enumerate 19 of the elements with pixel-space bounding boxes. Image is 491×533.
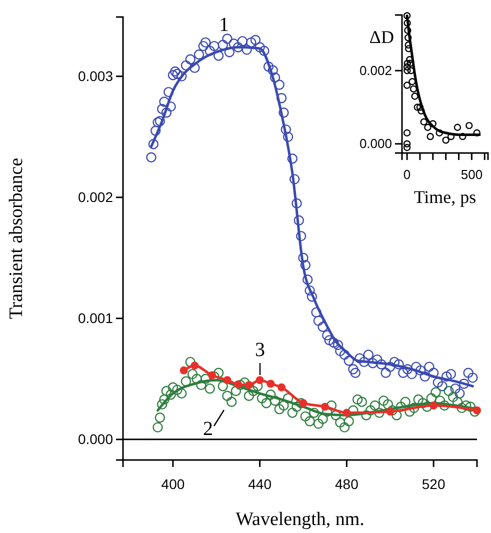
x-tick-label: 500 bbox=[460, 167, 483, 182]
y-tick-label: 0.000 bbox=[78, 430, 114, 447]
x-tick-label: 0 bbox=[403, 167, 411, 182]
y-tick-label: 0.000 bbox=[359, 136, 392, 152]
x-axis-title: Wavelength, nm. bbox=[236, 509, 364, 530]
annotation: 3 bbox=[255, 339, 265, 361]
x-tick-label: 520 bbox=[422, 476, 446, 492]
annotation: 2 bbox=[203, 418, 213, 440]
x-axis-title: Time, ps bbox=[414, 187, 476, 207]
y-axis-title: Transient absorbance bbox=[6, 158, 27, 320]
y-tick-label: 0.003 bbox=[78, 68, 114, 84]
x-tick-label: 440 bbox=[248, 476, 272, 492]
y-tick-label: 0.002 bbox=[78, 188, 114, 205]
x-tick-label: 480 bbox=[335, 476, 359, 492]
annotation: 1 bbox=[219, 14, 229, 36]
y-tick-label: 0.002 bbox=[359, 62, 392, 78]
y-tick-label: 0.001 bbox=[78, 310, 114, 326]
y-axis-title: ΔD bbox=[369, 27, 394, 47]
x-tick-label: 400 bbox=[161, 476, 185, 492]
